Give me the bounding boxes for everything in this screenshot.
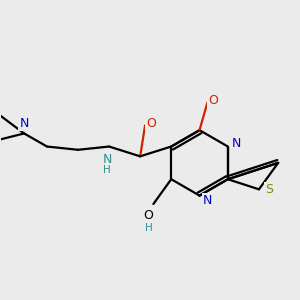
Text: N: N — [20, 117, 29, 130]
Text: H: H — [103, 165, 111, 175]
Text: N: N — [232, 137, 242, 150]
Text: O: O — [208, 94, 218, 107]
Text: O: O — [143, 209, 153, 222]
Text: O: O — [146, 117, 156, 130]
Text: H: H — [145, 223, 152, 233]
Text: N: N — [203, 194, 212, 207]
Text: S: S — [265, 183, 273, 196]
Text: N: N — [102, 153, 112, 166]
